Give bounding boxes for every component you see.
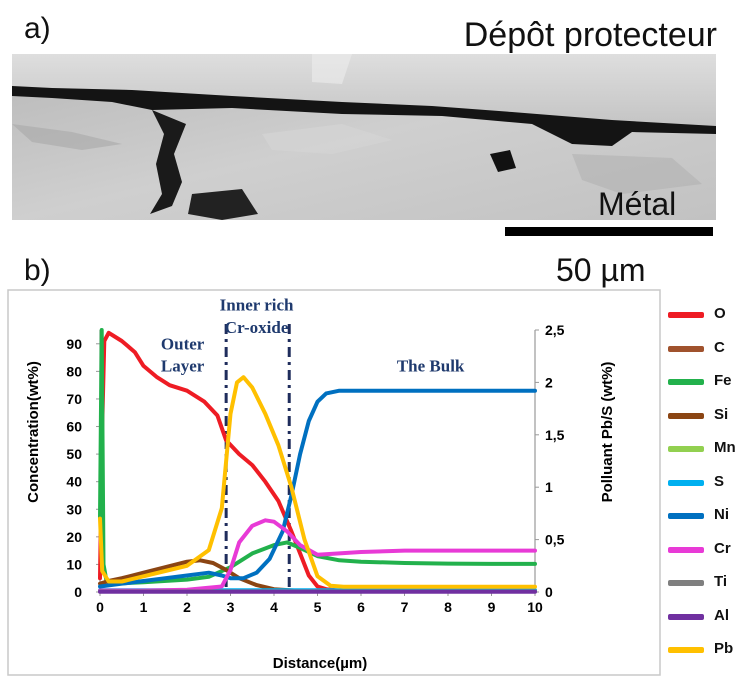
- legend-label: O: [714, 305, 726, 322]
- series-line-ni: [98, 388, 537, 589]
- x-tick-label: 5: [314, 599, 322, 615]
- legend-swatch: [668, 345, 704, 352]
- legend-label: Cr: [714, 539, 731, 557]
- y-tick-label: 20: [66, 529, 82, 545]
- y-tick-label: 60: [66, 419, 82, 435]
- legend-swatch: [668, 412, 704, 419]
- y-axis-title: Concentration(wt%): [25, 361, 42, 503]
- legend-swatch: [668, 379, 704, 385]
- x-tick-label: 8: [444, 599, 452, 615]
- legend-item-cr: Cr: [668, 539, 747, 557]
- legend-swatch: [668, 647, 704, 653]
- chart-annotation: Cr-oxide: [225, 318, 289, 337]
- y2-axis-title: Polluant Pb/S (wt%): [599, 362, 616, 503]
- legend-label: Al: [714, 606, 729, 624]
- series-line-cr: [98, 518, 537, 593]
- x-tick-label: 6: [357, 599, 365, 615]
- legend-label: Ti: [714, 573, 728, 590]
- legend-item-c: C: [668, 338, 747, 356]
- x-tick-label: 4: [270, 599, 278, 615]
- y-tick-label: 0: [74, 584, 82, 600]
- x-tick-label: 3: [227, 599, 235, 615]
- legend-label: C: [714, 338, 725, 356]
- scale-bar: [505, 227, 713, 236]
- y-tick-label: 70: [66, 391, 82, 407]
- panel-a-label: a): [24, 12, 51, 45]
- deposit-annotation: Dépôt protecteur: [463, 16, 717, 54]
- y2-tick-label: 2: [545, 374, 553, 390]
- x-tick-label: 10: [527, 599, 543, 615]
- legend-item-s: S: [668, 472, 747, 490]
- legend-swatch: [668, 513, 704, 519]
- legend-item-o: O: [668, 305, 747, 322]
- metal-annotation: Métal: [598, 186, 677, 222]
- legend-item-ti: Ti: [668, 573, 747, 590]
- y2-tick-label: 0,5: [545, 532, 565, 548]
- legend-label: Si: [714, 405, 729, 423]
- chart-annotation: Inner rich: [220, 296, 294, 315]
- legend-item-si: Si: [668, 405, 747, 423]
- series-line-pb: [98, 375, 537, 589]
- y-tick-label: 90: [66, 336, 82, 352]
- legend-label: Pb: [714, 640, 734, 657]
- y2-tick-label: 1,5: [545, 427, 565, 443]
- plot-frame: [7, 289, 661, 676]
- scale-bar-label: 50 µm: [556, 252, 646, 288]
- chart-annotation: The Bulk: [397, 356, 465, 375]
- legend-swatch: [668, 613, 704, 620]
- y2-tick-label: 2,5: [545, 322, 565, 338]
- sem-micrograph: [12, 54, 716, 220]
- y-tick-label: 50: [66, 446, 82, 462]
- legend-item-fe: Fe: [668, 372, 747, 389]
- x-tick-label: 9: [488, 599, 496, 615]
- legend-swatch: [668, 446, 704, 452]
- concentration-profile-chart: 0 1 2 3 4 5 6 7 8 9 10010203040506070809000,511,52…: [7, 289, 661, 676]
- legend-swatch: [668, 479, 704, 486]
- legend-label: Mn: [714, 439, 736, 456]
- chart-annotation: Layer: [161, 356, 205, 375]
- x-axis-title: Distance(µm): [273, 655, 368, 672]
- y-tick-label: 80: [66, 363, 82, 379]
- legend-item-mn: Mn: [668, 439, 747, 456]
- x-tick-label: 2: [183, 599, 191, 615]
- y-tick-label: 30: [66, 501, 82, 517]
- y-tick-label: 10: [66, 556, 82, 572]
- legend-swatch: [668, 546, 704, 553]
- legend-item-ni: Ni: [668, 506, 747, 523]
- layer-boundaries: [224, 324, 291, 592]
- x-tick-label: 1: [140, 599, 148, 615]
- legend-item-al: Al: [668, 606, 747, 624]
- chart-series: [98, 328, 537, 594]
- chart-annotation: Outer: [161, 334, 205, 353]
- x-tick-label: 0: [96, 599, 104, 615]
- legend-swatch: [668, 312, 704, 318]
- y-tick-label: 40: [66, 474, 82, 490]
- x-tick-label: 7: [401, 599, 409, 615]
- legend-label: S: [714, 472, 725, 490]
- panel-b-label: b): [24, 254, 51, 287]
- legend-label: Fe: [714, 372, 732, 389]
- legend-item-pb: Pb: [668, 640, 747, 657]
- chart-annotations: Outer Layer Inner rich Cr-oxide The Bulk: [161, 296, 465, 376]
- legend-label: Ni: [714, 506, 729, 523]
- y2-tick-label: 0: [545, 584, 553, 600]
- legend-swatch: [668, 580, 704, 586]
- y2-tick-label: 1: [545, 479, 553, 495]
